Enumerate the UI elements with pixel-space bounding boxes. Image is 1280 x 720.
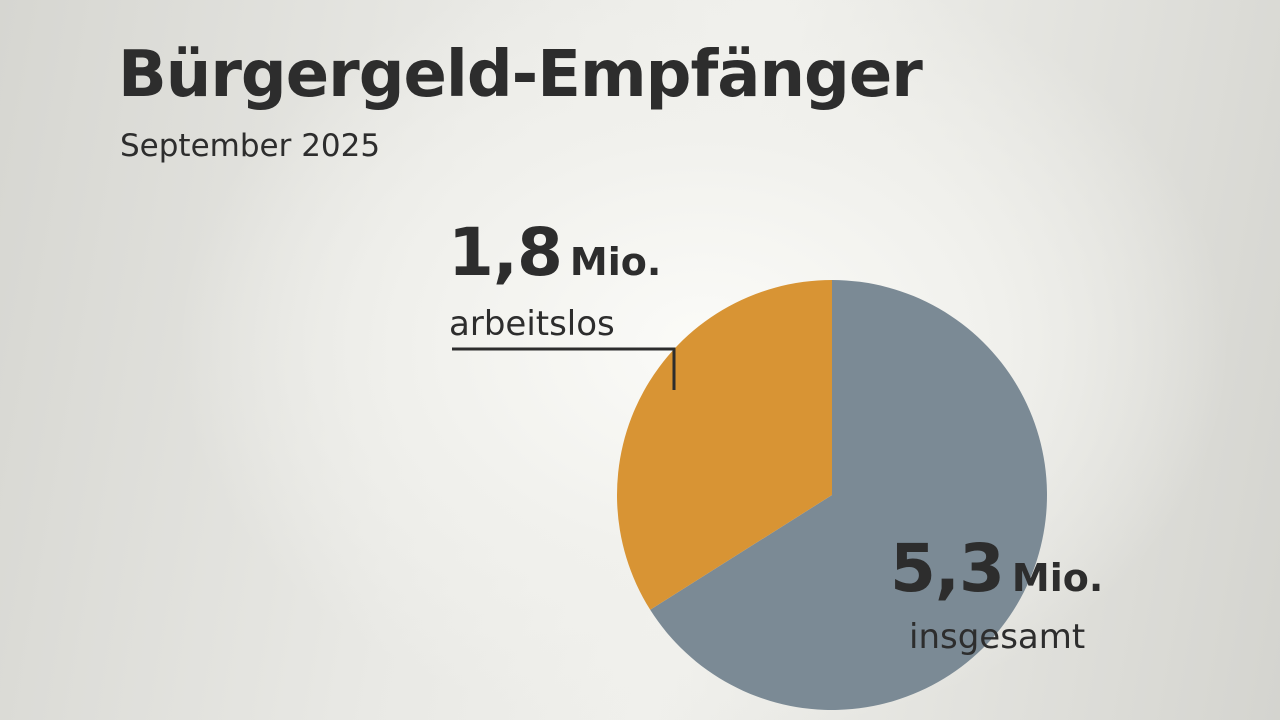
pie-slice-rest	[650, 280, 1047, 710]
chart-subtitle: September 2025	[120, 128, 381, 164]
pie-slices	[616, 280, 1047, 710]
arbeitslos-description: arbeitslos	[449, 304, 615, 344]
insgesamt-value: 5,3	[890, 530, 1005, 607]
arbeitslos-value: 1,8	[448, 214, 563, 291]
insgesamt-unit: Mio.	[1011, 556, 1104, 600]
chart-title: Bürgergeld-Empfänger	[118, 38, 923, 112]
insgesamt-value-label: 5,3 Mio.	[890, 530, 1103, 607]
arbeitslos-value-label: 1,8 Mio.	[448, 214, 661, 291]
arbeitslos-leader-line	[452, 347, 676, 390]
insgesamt-description: insgesamt	[909, 617, 1086, 657]
pie-slice-arbeitslos	[616, 280, 832, 610]
arbeitslos-unit: Mio.	[569, 240, 662, 284]
